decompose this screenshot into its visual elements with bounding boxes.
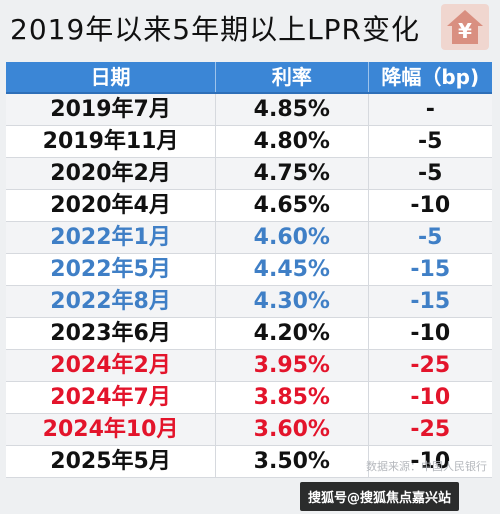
cut-cell: -25: [410, 417, 451, 442]
house-yen-icon: ¥: [441, 4, 489, 50]
table-row: 2025年5月 3.50% -10: [6, 446, 492, 478]
table-row: 2022年8月 4.30% -15: [6, 286, 492, 318]
page-title: 2019年以来5年期以上LPR变化: [10, 13, 421, 46]
table-row: 2024年7月 3.85% -10: [6, 382, 492, 414]
cut-cell: -10: [410, 449, 451, 474]
date-cell: 2022年5月: [6, 254, 217, 285]
date-cell: 2020年2月: [6, 158, 217, 189]
table-row: 2023年6月 4.20% -10: [6, 318, 492, 350]
date-cell: 2025年5月: [6, 446, 217, 477]
table-row: 2022年1月 4.60% -5: [6, 222, 492, 254]
rate-cell: 4.45%: [216, 254, 369, 285]
cut-cell: -15: [410, 257, 451, 282]
table-row: 2019年11月 4.80% -5: [6, 126, 492, 158]
rate-cell: 3.50%: [216, 446, 369, 477]
cut-cell: -: [425, 97, 435, 122]
table-row: 2022年5月 4.45% -15: [6, 254, 492, 286]
date-cell: 2019年11月: [6, 126, 217, 157]
cut-cell: -5: [418, 129, 443, 154]
table-row: 2019年7月 4.85% -: [6, 94, 492, 126]
date-cell: 2024年7月: [6, 382, 217, 413]
rate-cell: 4.60%: [216, 222, 369, 253]
date-cell: 2022年1月: [6, 222, 217, 253]
date-cell: 2019年7月: [6, 94, 217, 125]
table-row: 2024年2月 3.95% -25: [6, 350, 492, 382]
table-body: 2019年7月 4.85% -2019年11月 4.80% -5 2020年2月 4.75%…: [6, 94, 492, 478]
lpr-table: 日期 利率 降幅（bp) 2019年7月 4.85% - 2019年11月 4.80% -…: [6, 62, 492, 478]
cut-cell: -15: [410, 289, 451, 314]
header-date: 日期: [6, 62, 217, 92]
cut-cell: -10: [410, 321, 451, 346]
rate-cell: 3.95%: [216, 350, 369, 381]
rate-cell: 4.65%: [216, 190, 369, 221]
rate-cell: 3.85%: [216, 382, 369, 413]
yen-glyph: ¥: [458, 19, 472, 43]
table-row: 2020年4月 4.65% -10: [6, 190, 492, 222]
table-header: 日期 利率 降幅（bp): [6, 62, 492, 94]
source-watermark: 数据来源：中国人民银行: [366, 460, 487, 473]
cut-cell: -5: [418, 225, 443, 250]
rate-cell: 4.20%: [216, 318, 369, 349]
date-cell: 2023年6月: [6, 318, 217, 349]
cut-cell: -10: [410, 193, 451, 218]
table-row: 2024年10月 3.60% -25: [6, 414, 492, 446]
rate-cell: 4.75%: [216, 158, 369, 189]
table-row: 2020年2月 4.75% -5: [6, 158, 492, 190]
rate-cell: 4.30%: [216, 286, 369, 317]
date-cell: 2022年8月: [6, 286, 217, 317]
header-rate: 利率: [216, 62, 369, 92]
footer-badge: 搜狐号@搜狐焦点嘉兴站: [300, 482, 460, 511]
header-cut: 降幅（bp): [381, 65, 480, 89]
rate-cell: 4.80%: [216, 126, 369, 157]
date-cell: 2024年10月: [6, 414, 217, 445]
cut-cell: -25: [410, 353, 451, 378]
rate-cell: 4.85%: [216, 94, 369, 125]
date-cell: 2020年4月: [6, 190, 217, 221]
cut-cell: -5: [418, 161, 443, 186]
date-cell: 2024年2月: [6, 350, 217, 381]
rate-cell: 3.60%: [216, 414, 369, 445]
cut-cell: -10: [410, 385, 451, 410]
